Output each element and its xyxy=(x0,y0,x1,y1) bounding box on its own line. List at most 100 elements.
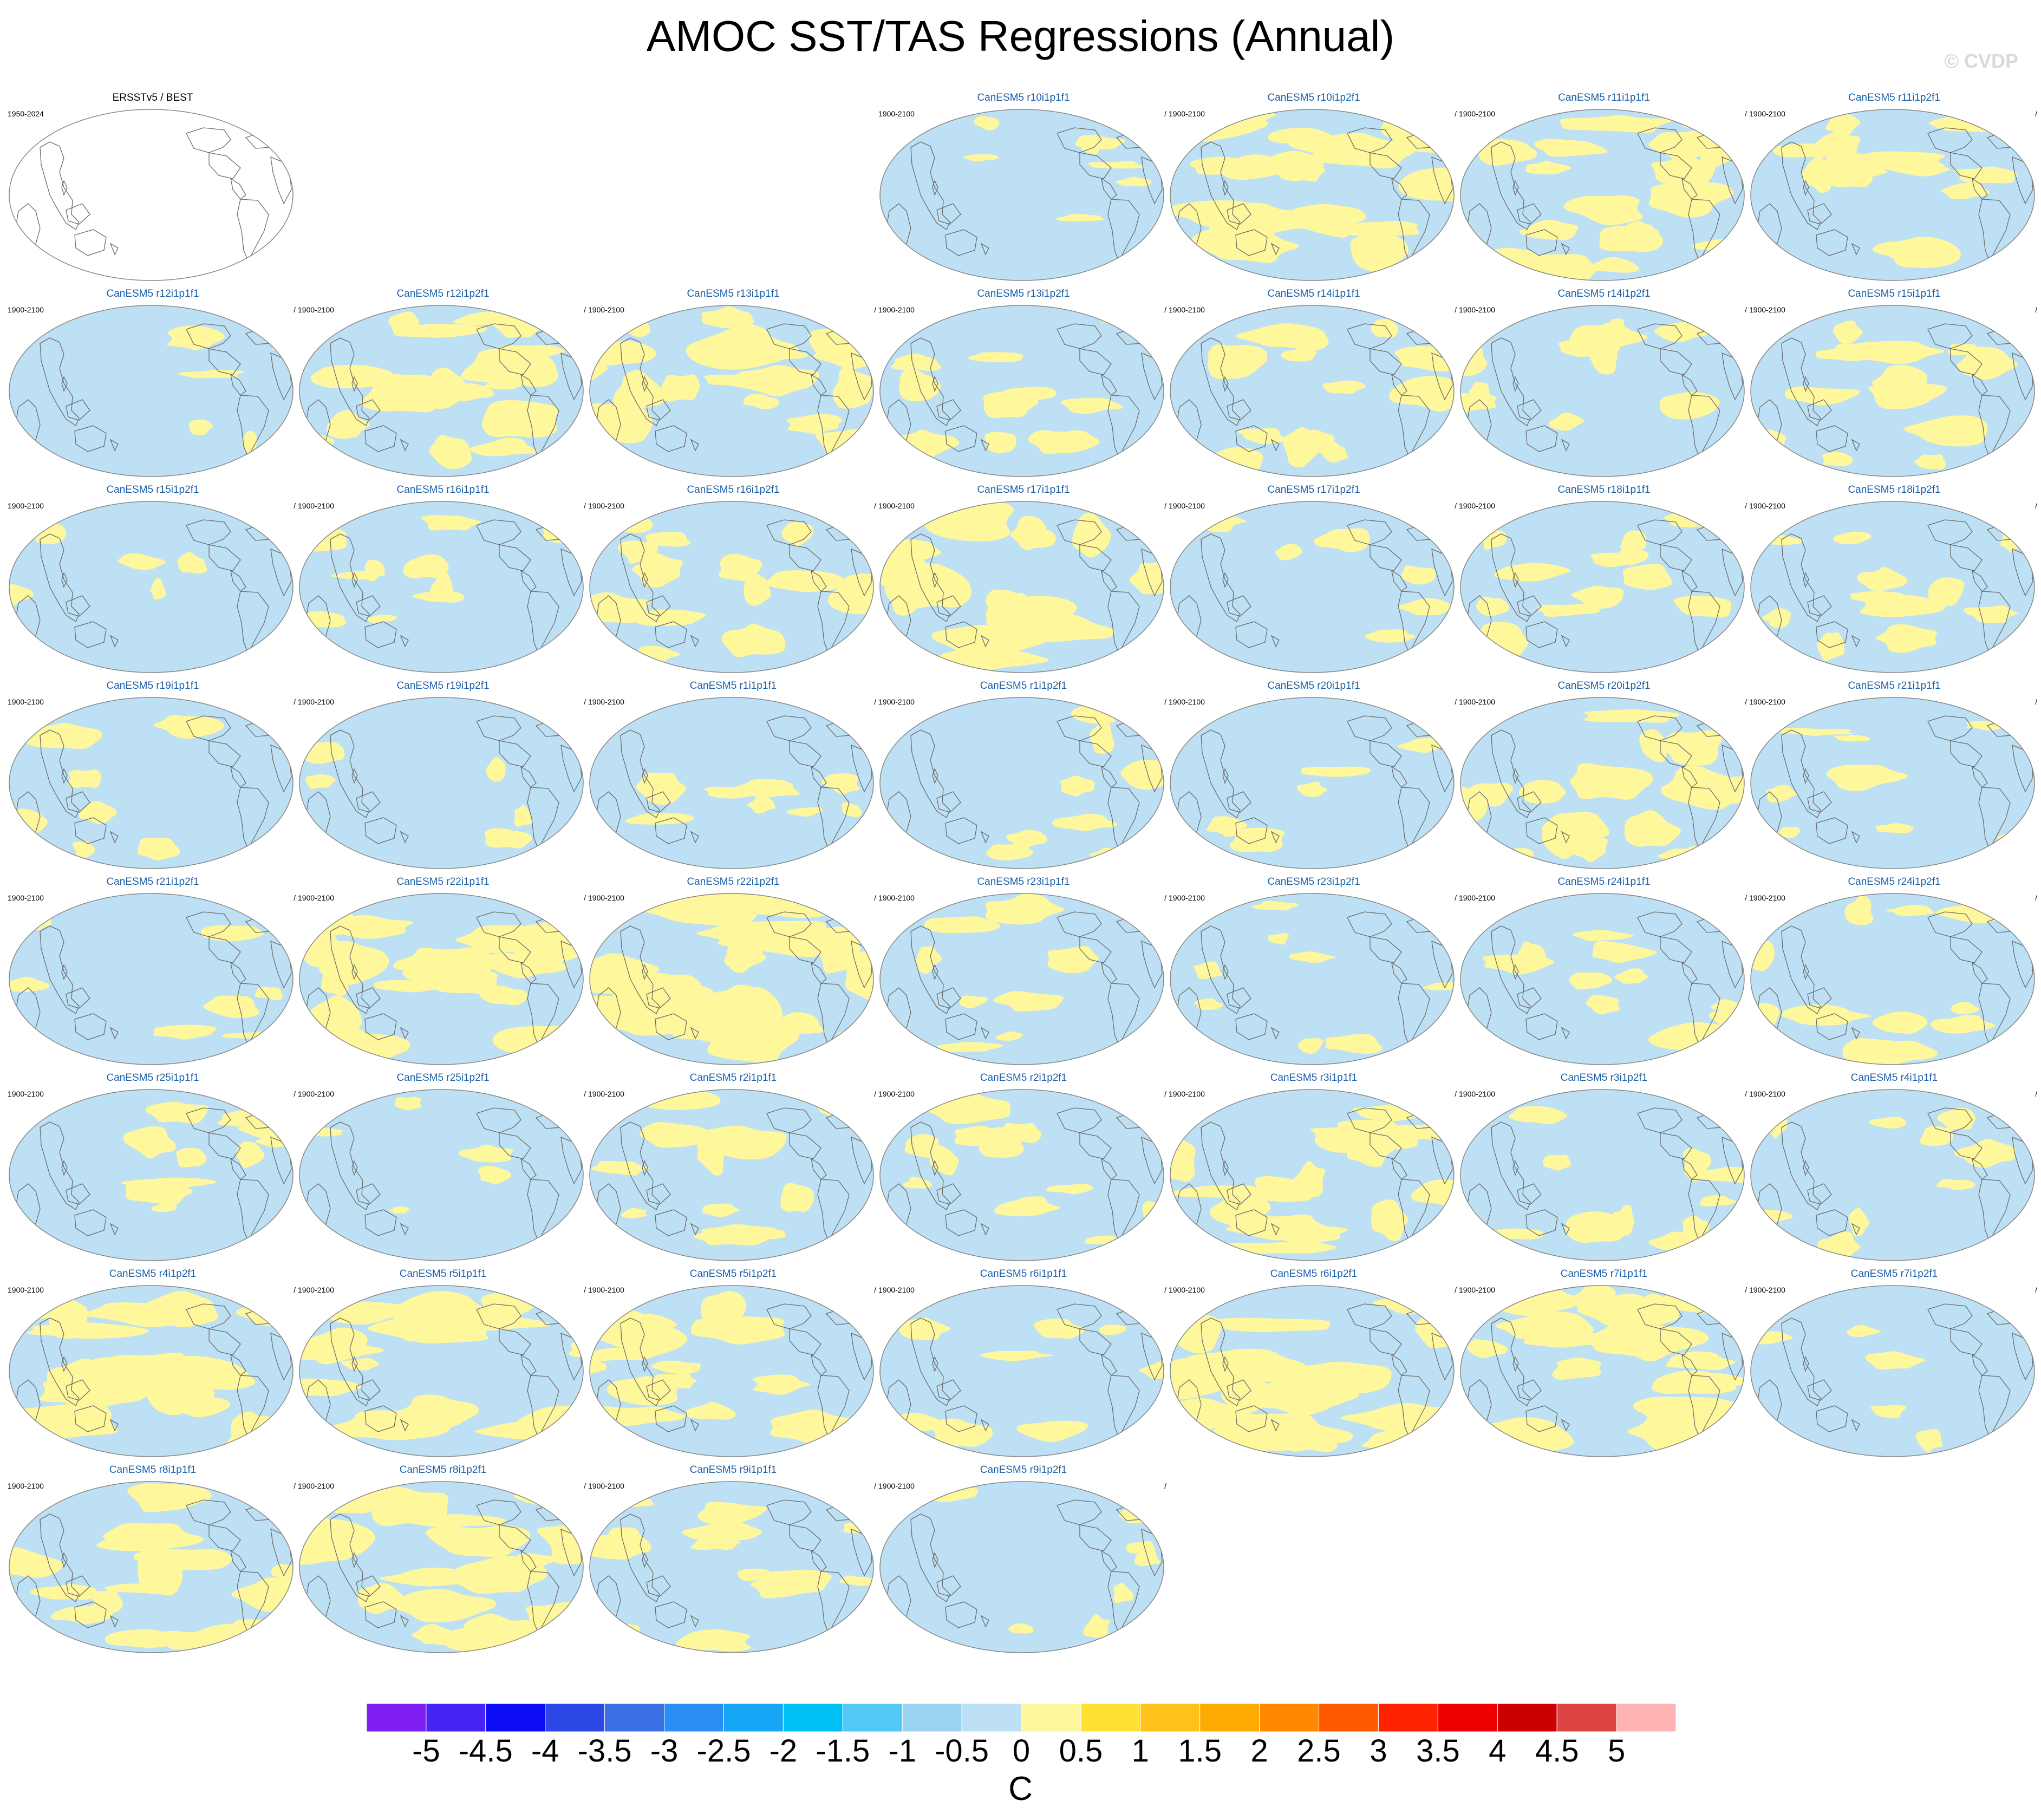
coastline xyxy=(208,1328,241,1355)
positive-anomaly-region xyxy=(591,1160,650,1176)
coastline xyxy=(1107,787,1140,850)
coastline xyxy=(1270,831,1280,844)
positive-anomaly-region xyxy=(1235,323,1329,351)
coastline xyxy=(1561,243,1570,256)
map-border xyxy=(299,697,584,869)
positive-anomaly-region xyxy=(138,837,180,860)
regression-map xyxy=(879,1285,1164,1457)
positive-anomaly-region xyxy=(1220,361,1244,379)
map-panel: CanESM5 r8i1p1f1 1900-2100 / xyxy=(8,1464,298,1659)
map-panel: CanESM5 r7i1p2f1 1900-2100 / xyxy=(1749,1268,2039,1463)
coastline xyxy=(66,987,90,1009)
regression-map xyxy=(589,1285,874,1457)
map-border xyxy=(1460,697,1745,869)
coastline xyxy=(620,1514,660,1602)
positive-anomaly-region xyxy=(1008,1623,1034,1634)
coastline xyxy=(560,1492,577,1505)
map-panel: CanESM5 r3i1p2f1 1900-2100 / xyxy=(1459,1072,1749,1267)
positive-anomaly-region xyxy=(1274,544,1302,560)
coastline xyxy=(1517,203,1542,225)
positive-anomaly-region xyxy=(1817,632,1845,661)
coastline xyxy=(1141,1492,1157,1505)
coastline xyxy=(1227,987,1251,1009)
coastline xyxy=(1561,1419,1570,1432)
coastline xyxy=(889,526,907,541)
coastline xyxy=(910,729,950,818)
coastline xyxy=(1681,766,1698,788)
coastline xyxy=(1722,1100,1738,1113)
panel-title: CanESM5 r24i1p2f1 xyxy=(1848,876,1941,888)
positive-anomaly-region xyxy=(1701,1038,1744,1059)
positive-anomaly-region xyxy=(1605,1322,1709,1362)
panel-years: 1900-2100 xyxy=(588,305,624,314)
panel-slash: / xyxy=(1745,697,1747,706)
colorbar-tick-label: 3 xyxy=(1370,1733,1387,1769)
panel-years: 1900-2100 xyxy=(878,1286,915,1294)
coastline xyxy=(1227,1379,1251,1401)
map-panel: CanESM5 r20i1p2f1 1900-2100 / xyxy=(1459,680,1749,875)
coastline xyxy=(1431,904,1447,917)
positive-anomaly-region xyxy=(1751,941,1775,971)
regression-map xyxy=(879,1481,1164,1653)
coastline xyxy=(1370,152,1402,179)
colorbar-tick-label: -1.5 xyxy=(816,1733,870,1769)
positive-anomaly-region xyxy=(9,1545,63,1578)
map-border xyxy=(1750,893,2035,1065)
positive-anomaly-region xyxy=(415,958,488,993)
positive-anomaly-region xyxy=(394,1394,479,1431)
map-panel-grid: ERSSTv5 / BEST 1950-2024 CanESM5 r10i1p1f1… xyxy=(8,92,2039,1659)
coastline xyxy=(1201,337,1241,426)
positive-anomaly-region xyxy=(317,1482,379,1514)
colorbar xyxy=(367,1704,1676,1732)
positive-anomaly-region xyxy=(1552,1362,1591,1380)
map-border xyxy=(879,1481,1164,1653)
regression-map xyxy=(879,305,1164,477)
coastline xyxy=(766,1107,812,1133)
coastline xyxy=(1688,395,1720,458)
positive-anomaly-region xyxy=(1083,1614,1110,1638)
panel-slash: / xyxy=(294,1286,296,1294)
coastline xyxy=(499,1328,531,1355)
coastline xyxy=(40,337,80,426)
coastline xyxy=(1660,348,1692,375)
coastline xyxy=(910,1514,950,1602)
panel-title: CanESM5 r22i1p2f1 xyxy=(687,876,780,888)
coastline xyxy=(1057,1303,1102,1329)
coastline xyxy=(1179,330,1197,345)
coastline xyxy=(308,1506,327,1521)
positive-anomaly-region xyxy=(636,772,687,805)
positive-anomaly-region xyxy=(937,1042,1003,1052)
positive-anomaly-region xyxy=(1400,565,1436,585)
map-panel: CanESM5 r8i1p2f1 1900-2100 / xyxy=(298,1464,588,1659)
coastline xyxy=(400,831,409,844)
regression-map xyxy=(9,1285,294,1457)
positive-anomaly-region xyxy=(70,1358,205,1394)
map-panel: CanESM5 r16i1p1f1 1900-2100 / xyxy=(298,484,588,679)
positive-anomaly-region xyxy=(305,742,345,764)
positive-anomaly-region xyxy=(590,403,653,443)
coastline xyxy=(932,572,938,588)
coastline xyxy=(1950,544,1983,571)
positive-anomaly-region xyxy=(702,1203,740,1217)
coastline xyxy=(560,1296,577,1309)
positive-anomaly-region xyxy=(786,414,843,434)
positive-anomaly-region xyxy=(1659,730,1724,766)
panel-title: CanESM5 r13i1p2f1 xyxy=(977,288,1070,299)
positive-anomaly-region xyxy=(1371,318,1399,338)
coastline xyxy=(66,595,90,617)
coastline xyxy=(308,330,327,345)
panel-years: 1900-2100 xyxy=(878,1482,915,1490)
coastline xyxy=(1201,533,1241,622)
coastline xyxy=(642,1552,648,1568)
coastline xyxy=(308,722,327,737)
map-panel: CanESM5 r22i1p1f1 1900-2100 / xyxy=(298,876,588,1071)
regression-map xyxy=(299,893,584,1065)
positive-anomaly-region xyxy=(1183,1348,1306,1382)
positive-anomaly-region xyxy=(1951,1002,1979,1015)
coastline xyxy=(1270,439,1280,452)
positive-anomaly-region xyxy=(308,995,362,1032)
positive-anomaly-region xyxy=(1003,387,1057,401)
positive-anomaly-region xyxy=(1237,428,1286,445)
map-border xyxy=(9,1481,294,1653)
coastline xyxy=(18,1114,36,1129)
